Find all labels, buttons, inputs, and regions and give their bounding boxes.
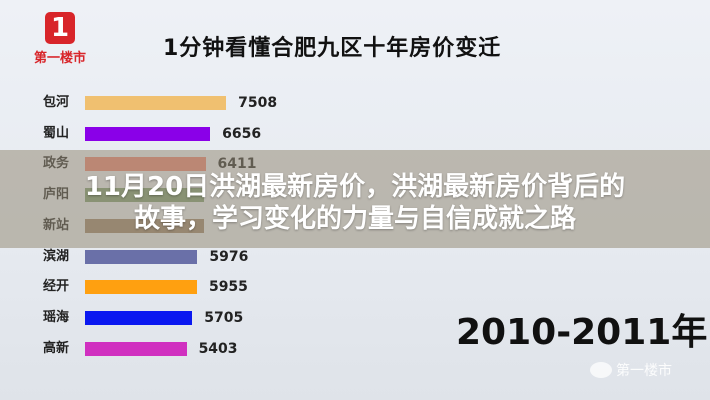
chart-title: 1分钟看懂合肥九区十年房价变迁 — [163, 36, 502, 61]
bar — [85, 249, 198, 264]
value-label: 5976 — [209, 248, 249, 265]
watermark-text: 第一楼市 — [616, 363, 672, 379]
category-label: 高新 — [43, 340, 70, 356]
overlay-band — [0, 150, 710, 248]
category-label: 蜀山 — [43, 125, 70, 141]
logo-mark: 1 — [45, 12, 75, 44]
bar — [85, 341, 187, 356]
watermark: 第一楼市 — [590, 360, 672, 380]
bar — [85, 280, 197, 295]
category-label: 滨湖 — [43, 248, 70, 264]
wechat-icon — [590, 362, 612, 378]
category-label: 瑶海 — [43, 309, 70, 325]
bar — [85, 96, 227, 110]
bar — [85, 310, 193, 325]
value-label: 5403 — [198, 340, 238, 357]
value-label: 7508 — [238, 95, 278, 111]
overlay-title-line1: 11月20日洪湖最新房价，洪湖最新房价背后的 — [84, 172, 626, 202]
value-label: 6656 — [222, 125, 262, 142]
overlay-title-line2: 故事，学习变化的力量与自信成就之路 — [133, 204, 576, 234]
value-label: 5705 — [204, 309, 244, 326]
logo-name: 第一楼市 — [33, 51, 86, 66]
category-label: 经开 — [43, 279, 70, 295]
category-label: 包河 — [43, 95, 70, 110]
bar — [85, 126, 211, 141]
logo: 1 第一楼市 — [30, 12, 90, 66]
value-label: 5955 — [208, 279, 248, 296]
period-label: 2010-2011年 — [456, 312, 708, 353]
